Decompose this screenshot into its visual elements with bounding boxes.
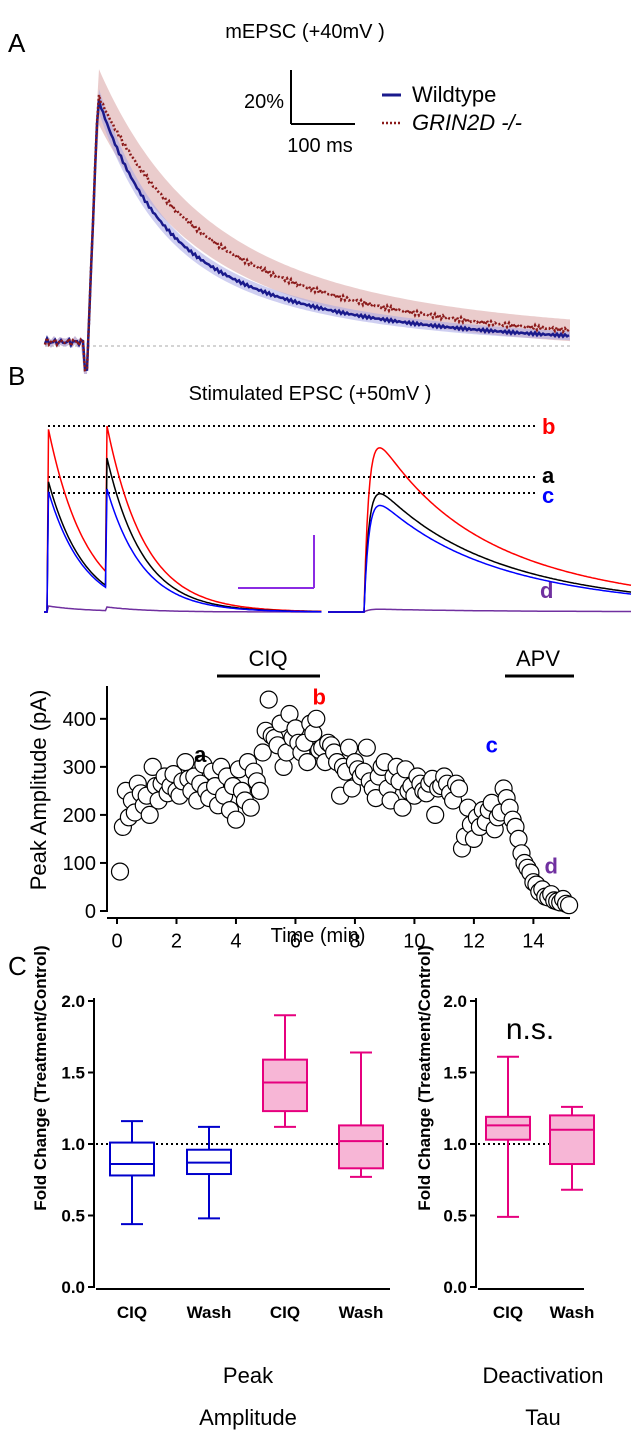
scatter-point xyxy=(241,798,260,817)
box-y-tick-label: 2.0 xyxy=(443,992,467,1011)
scatter-point-label: c xyxy=(486,732,498,757)
panel-a-title: mEPSC (+40mV ) xyxy=(225,21,384,43)
paired-pulse-trace xyxy=(44,605,322,613)
box-left-y-axis-label: Fold Change (Treatment/Control) xyxy=(31,945,50,1210)
box-category-label: Wash xyxy=(187,1303,232,1322)
panel-a: A mEPSC (+40mV ) 20% 100 ms Wildtype GRI… xyxy=(8,21,570,375)
scatter-points xyxy=(110,690,579,915)
group-label-peak-line1: Peak xyxy=(223,1363,274,1388)
peak-amplitude-box-chart: 0.0 0.5 1.0 1.5 2.0 CIQ Wash CIQ Wash xyxy=(61,992,390,1322)
time-course-chart: CIQ APV 0 100 200 300 400 0 2 4 6 8 10 12 14 Time (m… xyxy=(26,646,579,953)
panel-letter-a: A xyxy=(8,28,26,58)
scatter-point xyxy=(226,810,246,829)
box-category-label: CIQ xyxy=(270,1303,300,1322)
scatter-point xyxy=(449,779,469,798)
scatter-point xyxy=(259,690,278,709)
box-y-tick-label: 2.0 xyxy=(61,992,85,1011)
single-pulse-trace xyxy=(328,447,632,613)
scatter-x-tick-label: 8 xyxy=(349,931,360,953)
group-label-tau-line1: Deactivation xyxy=(482,1363,603,1388)
box-iqr xyxy=(262,1058,308,1113)
scatter-x-tick-label: 12 xyxy=(463,931,485,953)
wildtype-trace xyxy=(43,99,570,372)
scatter-point xyxy=(307,709,326,728)
box-y-tick-label: 1.0 xyxy=(61,1135,85,1154)
paired-pulse-trace xyxy=(44,488,322,613)
panel-letter-b: B xyxy=(8,361,25,391)
scatter-y-tick-label: 0 xyxy=(85,901,96,923)
box-category-label: Wash xyxy=(339,1303,384,1322)
box-y-tick-label: 0.0 xyxy=(61,1278,85,1297)
scalebar-y-label: 20% xyxy=(244,91,284,113)
trace-label-a: a xyxy=(542,463,555,488)
single-pulse-trace xyxy=(328,504,632,613)
box-category-label: CIQ xyxy=(117,1303,147,1322)
group-label-tau-line2: Tau xyxy=(525,1405,560,1430)
box-iqr xyxy=(549,1114,595,1166)
scatter-point xyxy=(143,757,162,777)
group-label-peak-line2: Amplitude xyxy=(199,1405,297,1430)
scatter-x-tick-label: 0 xyxy=(111,931,122,953)
scatter-point xyxy=(140,805,159,825)
scatter-point xyxy=(253,743,272,762)
legend-label-wildtype: Wildtype xyxy=(412,82,496,107)
ns-annotation: n.s. xyxy=(506,1013,554,1046)
box-right-y-axis-label: Fold Change (Treatment/Control) xyxy=(415,945,434,1210)
scatter-y-tick-label: 200 xyxy=(63,805,96,827)
scatter-point-labels: a b c d xyxy=(194,684,558,878)
scatter-y-tick-label: 400 xyxy=(63,709,96,731)
deactivation-tau-box-chart: 0.0 0.5 1.0 1.5 2.0 CIQ Wash xyxy=(443,992,595,1322)
scatter-y-tick-label: 300 xyxy=(63,757,96,779)
scatter-point-label: d xyxy=(545,854,558,879)
box-iqr xyxy=(485,1115,531,1141)
panel-b: B Stimulated EPSC (+50mV ) b a c d xyxy=(8,361,632,613)
box-iqr xyxy=(109,1141,155,1177)
box-category-label: Wash xyxy=(550,1303,595,1322)
scatter-x-tick-label: 14 xyxy=(522,931,544,953)
trace-label-d: d xyxy=(540,578,553,603)
scatter-x-tick-label: 10 xyxy=(403,931,425,953)
paired-pulse-trace xyxy=(44,425,322,613)
scatter-point xyxy=(110,862,130,881)
scatter-y-axis-label: Peak Amplitude (pA) xyxy=(26,690,51,891)
apv-bar-label: APV xyxy=(516,646,560,671)
scatter-x-tick-label: 2 xyxy=(171,931,182,953)
single-pulse-trace xyxy=(328,608,631,613)
scatter-point-label: a xyxy=(194,742,207,767)
scatter-x-tick-label: 6 xyxy=(290,931,301,953)
box-y-tick-label: 0.5 xyxy=(443,1207,467,1226)
scatter-point xyxy=(298,752,317,772)
scatter-axes: 0 100 200 300 400 0 2 4 6 8 10 12 14 xyxy=(63,686,570,953)
box-y-tick-label: 1.5 xyxy=(61,1064,85,1083)
panel-letter-c: C xyxy=(8,951,27,981)
scatter-x-tick-label: 4 xyxy=(230,931,241,953)
scatter-point xyxy=(559,896,579,915)
trace-label-c: c xyxy=(542,483,554,508)
single-pulse-trace xyxy=(328,492,632,613)
panel-b-traces xyxy=(44,425,632,613)
ciq-bar-label: CIQ xyxy=(248,646,287,671)
grin2d-trace xyxy=(43,94,570,372)
box-category-label: CIQ xyxy=(493,1303,523,1322)
legend-label-grin2d: GRIN2D -/- xyxy=(412,110,522,135)
scatter-y-tick-label: 100 xyxy=(63,853,96,875)
scatter-point xyxy=(393,798,412,817)
box-iqr xyxy=(338,1124,384,1170)
scatter-point xyxy=(357,738,376,757)
box-y-tick-label: 1.0 xyxy=(443,1135,467,1154)
scatter-point xyxy=(250,781,269,801)
box-y-tick-label: 0.5 xyxy=(61,1207,85,1226)
scalebar-x-label: 100 ms xyxy=(287,135,353,157)
panel-c: C n.s. Fold Change (Treatment/Control) F… xyxy=(8,945,604,1430)
scatter-point-label: b xyxy=(313,684,326,709)
trace-label-b: b xyxy=(542,414,555,439)
box-y-tick-label: 0.0 xyxy=(443,1278,467,1297)
panel-b-title: Stimulated EPSC (+50mV ) xyxy=(189,383,432,405)
box-y-tick-label: 1.5 xyxy=(443,1064,467,1083)
scatter-point xyxy=(426,805,445,825)
scatter-x-axis-label: Time (min) xyxy=(271,925,366,947)
